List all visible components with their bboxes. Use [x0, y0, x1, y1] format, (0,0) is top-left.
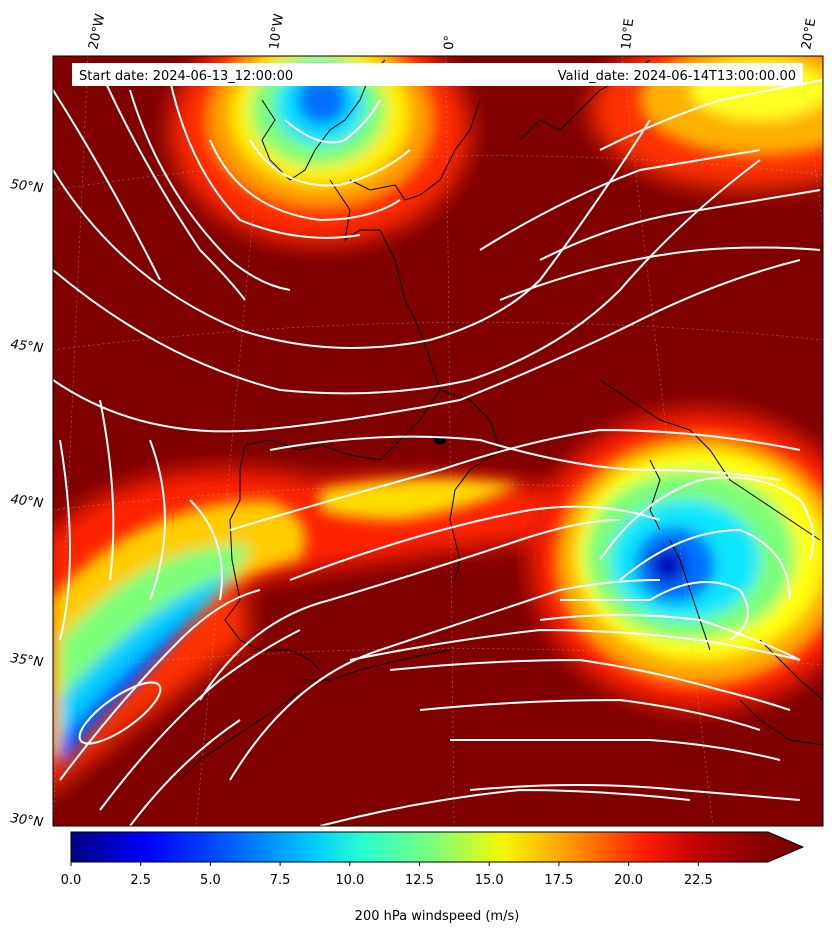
- longitude-labels: 20°W 10°W 0° 10°E 20°E: [86, 12, 819, 50]
- map-frame: [52, 55, 824, 827]
- colorbar-tick-label: 7.5: [270, 873, 291, 888]
- colorbar: 0.0 2.5 5.0 7.5 10.0 12.5 15.0 17.5 20.0 22.5 200…: [61, 831, 805, 924]
- colorbar-gradient: [71, 832, 768, 862]
- windspeed-field: [53, 56, 823, 790]
- colorbar-tick-label: 5.0: [200, 873, 221, 888]
- lat-label-30n: 30°N: [9, 811, 44, 830]
- colorbar-tick-label: 0.0: [61, 873, 82, 888]
- map-area: Start date: 2024-06-13_12:00:00 Valid_da…: [53, 56, 823, 826]
- header-info-box: [72, 63, 803, 86]
- colorbar-tick-label: 17.5: [544, 873, 573, 888]
- colorbar-label: 200 hPa windspeed (m/s): [355, 909, 520, 924]
- colorbar-tick-label: 15.0: [475, 873, 504, 888]
- lat-label-40n: 40°N: [9, 492, 44, 511]
- lat-label-45n: 45°N: [9, 337, 44, 356]
- colorbar-ticks: 0.0 2.5 5.0 7.5 10.0 12.5 15.0 17.5 20.0 22.5: [61, 862, 713, 888]
- lon-label-10e: 10°E: [619, 18, 637, 51]
- colorbar-tick-label: 20.0: [614, 873, 643, 888]
- lon-label-20e: 20°E: [799, 17, 819, 50]
- colorbar-tick-label: 12.5: [405, 873, 434, 888]
- colorbar-tick-label: 22.5: [684, 873, 713, 888]
- lon-label-0: 0°: [442, 35, 458, 50]
- colorbar-outline: [70, 831, 805, 863]
- colorbar-tick-label: 2.5: [130, 873, 151, 888]
- valid-date-label: Valid_date: 2024-06-14T13:00:00.00: [558, 69, 796, 84]
- lat-label-50n: 50°N: [9, 177, 44, 196]
- lon-label-10w: 10°W: [267, 13, 287, 51]
- coastlines: [179, 59, 823, 781]
- colorbar-extend-arrow: [768, 832, 803, 862]
- colorbar-tick-label: 10.0: [335, 873, 364, 888]
- latitude-labels: 50°N 45°N 40°N 35°N 30°N: [9, 177, 44, 830]
- start-date-label: Start date: 2024-06-13_12:00:00: [79, 69, 293, 84]
- streamlines: [53, 69, 823, 826]
- lat-label-35n: 35°N: [9, 651, 44, 670]
- lon-label-20w: 20°W: [86, 12, 108, 50]
